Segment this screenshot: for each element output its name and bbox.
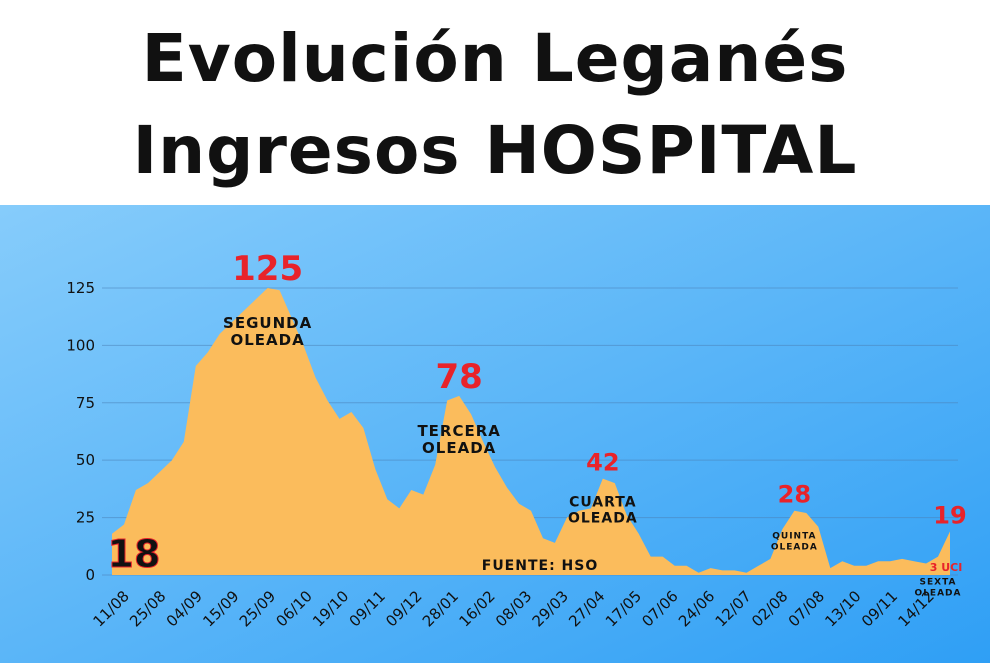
chart-annotation: FUENTE: HSO	[482, 558, 599, 574]
chart-annotation: 78	[436, 357, 483, 397]
y-tick-label: 50	[76, 451, 95, 469]
chart-title-line-2: Ingresos HOSPITAL	[132, 112, 858, 189]
y-tick-label: 0	[85, 566, 95, 584]
chart-annotation: 3 UCI	[930, 561, 963, 574]
chart-annotation: 42	[586, 449, 619, 477]
chart-annotation: 125	[232, 249, 303, 289]
chart-annotation: SEXTA	[920, 578, 957, 588]
chart-annotation: 28	[778, 481, 811, 509]
chart-background	[0, 205, 990, 663]
chart-annotation: TERCERA	[417, 422, 500, 440]
chart-annotation: OLEADA	[771, 543, 818, 553]
y-tick-label: 100	[66, 336, 95, 354]
chart-annotation: OLEADA	[231, 331, 305, 349]
chart-title-line-1: Evolución Leganés	[141, 20, 849, 97]
admissions-area	[112, 288, 950, 575]
chart-annotation: OLEADA	[568, 511, 638, 527]
chart-annotation: CUARTA	[569, 495, 637, 511]
chart-annotation: QUINTA	[772, 532, 816, 542]
y-tick-label: 125	[66, 279, 95, 297]
chart-annotation: OLEADA	[915, 589, 962, 599]
chart-annotation: OLEADA	[422, 439, 496, 457]
chart-annotation: 19	[933, 501, 966, 529]
chart-annotation: SEGUNDA	[223, 314, 312, 332]
y-tick-label: 75	[76, 394, 95, 412]
y-tick-label: 25	[76, 509, 95, 527]
chart-annotation: 18	[108, 532, 161, 576]
